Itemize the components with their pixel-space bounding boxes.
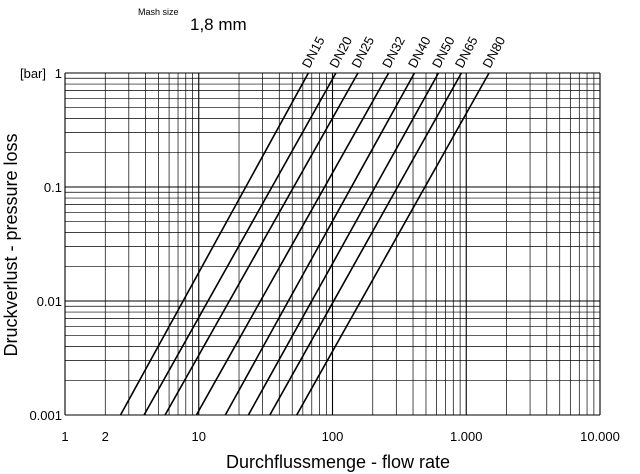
x-tick-label: 2: [102, 429, 109, 444]
series-label-dn15: DN15: [299, 34, 328, 70]
x-tick-label: 10: [192, 429, 206, 444]
y-tick-label: 1: [55, 66, 62, 81]
series-line-dn25: [164, 72, 359, 416]
series-line-dn15: [119, 72, 310, 416]
series-label-dn40: DN40: [405, 34, 434, 70]
y-tick-label: 0.001: [29, 408, 62, 423]
y-axis-title: Druckverlust - pressure loss: [1, 133, 21, 356]
series-label-dn65: DN65: [452, 34, 481, 70]
grid: [64, 72, 601, 416]
series-line-dn32: [195, 72, 390, 416]
mesh-size-label: Mash size: [138, 7, 179, 17]
series-line-dn80: [296, 72, 490, 416]
series-label-dn25: DN25: [348, 34, 377, 70]
series-line-dn20: [143, 72, 337, 416]
mesh-size-value: 1,8 mm: [190, 15, 247, 34]
series-line-dn65: [269, 72, 463, 416]
x-tick-label: 100: [322, 429, 344, 444]
y-tick-label: 0.1: [44, 180, 62, 195]
x-tick-label: 10.000: [580, 429, 620, 444]
x-axis-title: Durchflussmenge - flow rate: [226, 452, 450, 472]
series-label-dn32: DN32: [379, 34, 408, 70]
x-tick-label: 1.000: [450, 429, 483, 444]
chart-labels: 1 2 10 100 1.000 10.000 1 0.1 0.01 0.001 [bar]: [20, 66, 620, 444]
x-tick-label: 1: [61, 429, 68, 444]
series-label-dn80: DN80: [479, 34, 508, 70]
y-tick-label: 0.01: [37, 294, 62, 309]
series-line-dn40: [224, 72, 416, 416]
y-unit-label: [bar]: [20, 66, 46, 81]
series-line-dn50: [247, 72, 440, 416]
